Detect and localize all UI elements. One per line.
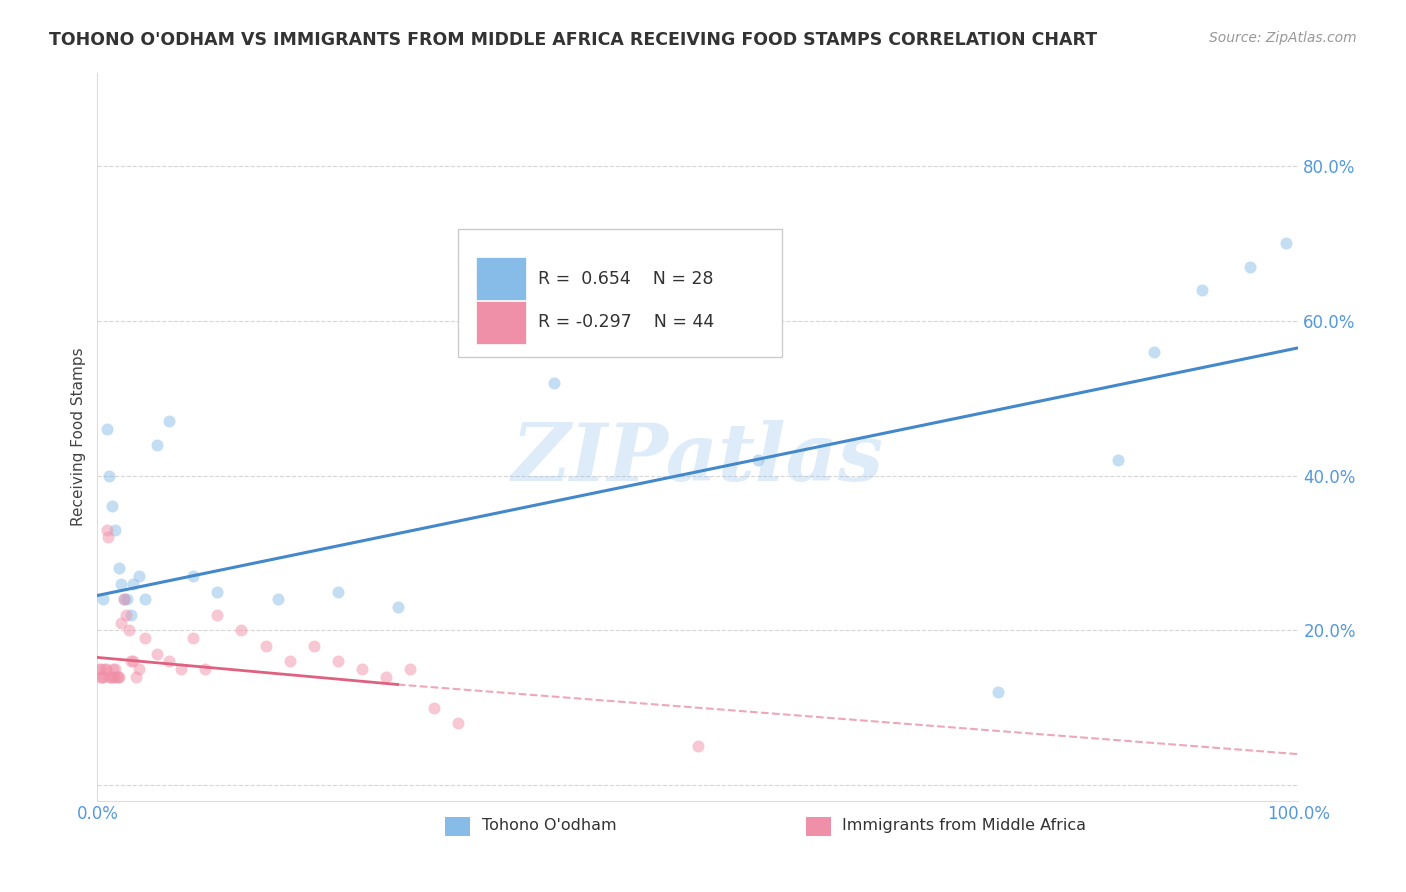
Point [350, 662, 373, 676]
Point [134, 631, 156, 645]
Point [87, 662, 110, 676]
Point [97, 531, 120, 545]
Point [112, 592, 135, 607]
Point [128, 662, 150, 676]
Point [90, 662, 112, 676]
Point [146, 437, 169, 451]
Point [94, 662, 117, 676]
Point [326, 654, 349, 668]
Point [120, 607, 142, 622]
Point [96, 523, 118, 537]
Point [543, 376, 565, 390]
Point [100, 670, 122, 684]
Text: R =  0.654    N = 28: R = 0.654 N = 28 [538, 269, 714, 287]
FancyBboxPatch shape [475, 257, 526, 300]
Point [120, 654, 142, 668]
Text: Tohono O'odham: Tohono O'odham [482, 818, 616, 833]
Point [110, 615, 132, 630]
Point [100, 500, 122, 514]
Point [157, 414, 180, 428]
Point [398, 662, 420, 676]
Point [1191, 283, 1213, 297]
Point [93, 670, 115, 684]
Text: Source: ZipAtlas.com: Source: ZipAtlas.com [1209, 31, 1357, 45]
Point [278, 654, 301, 668]
FancyBboxPatch shape [475, 301, 526, 343]
Point [1275, 236, 1298, 251]
Point [987, 685, 1010, 699]
Point [207, 584, 229, 599]
Text: TOHONO O'ODHAM VS IMMIGRANTS FROM MIDDLE AFRICA RECEIVING FOOD STAMPS CORRELATIO: TOHONO O'ODHAM VS IMMIGRANTS FROM MIDDLE… [49, 31, 1097, 49]
Point [104, 662, 127, 676]
Point [91, 670, 114, 684]
Text: R = -0.297    N = 44: R = -0.297 N = 44 [538, 313, 714, 331]
Point [93, 592, 115, 607]
Text: ZIPatlas: ZIPatlas [512, 420, 884, 498]
Point [266, 592, 288, 607]
Point [108, 561, 131, 575]
Point [422, 700, 444, 714]
Point [374, 670, 396, 684]
Point [89, 670, 111, 684]
Point [108, 670, 131, 684]
Point [117, 592, 139, 607]
Point [128, 569, 150, 583]
Point [98, 670, 121, 684]
Point [231, 624, 253, 638]
Point [1143, 344, 1166, 359]
Point [302, 639, 325, 653]
Point [107, 670, 129, 684]
Point [1107, 453, 1129, 467]
Point [122, 577, 145, 591]
Point [326, 584, 349, 599]
Point [100, 670, 122, 684]
Point [254, 639, 277, 653]
Point [115, 607, 138, 622]
Point [122, 654, 145, 668]
Point [117, 624, 139, 638]
Point [98, 468, 121, 483]
Point [96, 422, 118, 436]
Point [112, 592, 135, 607]
Point [146, 647, 169, 661]
Point [110, 577, 132, 591]
Point [194, 662, 217, 676]
Point [104, 523, 127, 537]
Text: Immigrants from Middle Africa: Immigrants from Middle Africa [842, 818, 1085, 833]
Point [747, 453, 769, 467]
Point [157, 654, 180, 668]
Point [105, 670, 128, 684]
Point [183, 631, 205, 645]
Point [93, 662, 115, 676]
Point [101, 662, 124, 676]
Point [125, 670, 148, 684]
Point [1239, 260, 1261, 274]
Point [170, 662, 193, 676]
Point [447, 716, 470, 731]
Point [207, 607, 229, 622]
Point [103, 670, 125, 684]
Y-axis label: Receiving Food Stamps: Receiving Food Stamps [72, 348, 86, 526]
Point [387, 600, 409, 615]
FancyBboxPatch shape [458, 229, 782, 357]
Point [134, 592, 156, 607]
Point [183, 569, 205, 583]
Point [686, 739, 709, 754]
